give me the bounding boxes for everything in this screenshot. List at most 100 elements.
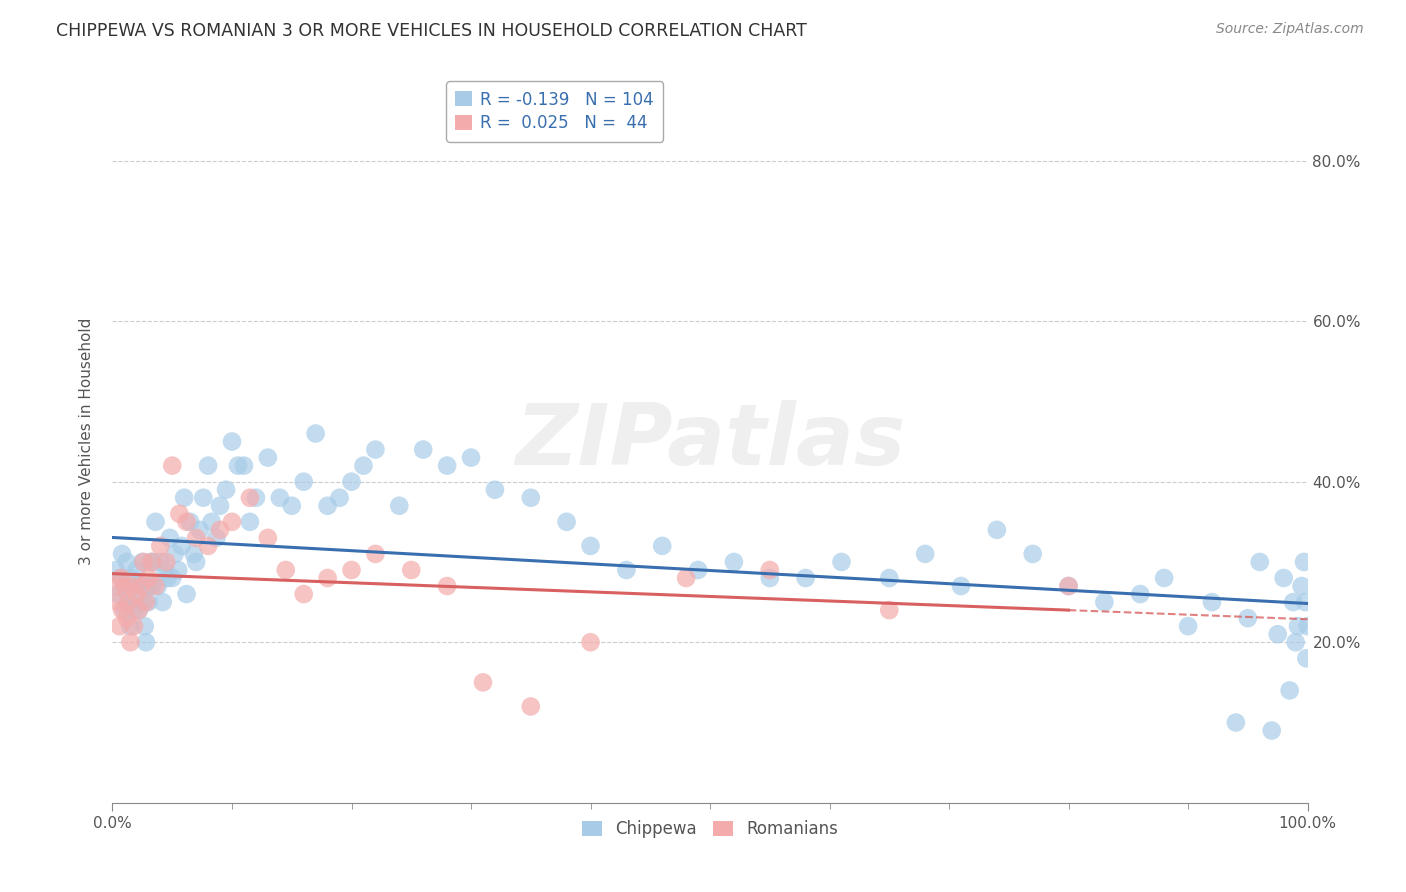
Point: [364, 442, 387, 457]
Point: [472, 675, 495, 690]
Point: [122, 603, 145, 617]
Point: [316, 571, 339, 585]
Point: [1057, 579, 1080, 593]
Point: [1285, 635, 1308, 649]
Point: [125, 587, 148, 601]
Point: [1267, 627, 1289, 641]
Point: [176, 515, 198, 529]
Point: [141, 555, 163, 569]
Point: [186, 555, 208, 569]
Point: [292, 475, 315, 489]
Point: [145, 515, 167, 529]
Point: [153, 563, 176, 577]
Legend: Chippewa, Romanians: Chippewa, Romanians: [575, 814, 845, 845]
Point: [124, 579, 146, 593]
Point: [1225, 715, 1247, 730]
Point: [142, 555, 165, 569]
Point: [183, 547, 205, 561]
Point: [239, 491, 262, 505]
Point: [128, 603, 150, 617]
Point: [167, 563, 190, 577]
Point: [221, 434, 243, 449]
Point: [186, 531, 208, 545]
Point: [159, 531, 181, 545]
Point: [520, 699, 543, 714]
Point: [117, 595, 139, 609]
Point: [723, 555, 745, 569]
Point: [193, 491, 215, 505]
Point: [131, 555, 153, 569]
Point: [162, 571, 183, 585]
Point: [305, 426, 328, 441]
Point: [257, 531, 280, 545]
Point: [128, 603, 150, 617]
Point: [579, 539, 602, 553]
Point: [129, 579, 152, 593]
Point: [1296, 619, 1319, 633]
Point: [131, 579, 153, 593]
Point: [146, 579, 169, 593]
Point: [616, 563, 638, 577]
Point: [1295, 651, 1317, 665]
Point: [108, 619, 131, 633]
Point: [179, 515, 201, 529]
Point: [197, 458, 219, 473]
Point: [460, 450, 482, 465]
Point: [1022, 547, 1045, 561]
Point: [579, 635, 602, 649]
Point: [136, 579, 159, 593]
Point: [520, 491, 543, 505]
Point: [162, 458, 183, 473]
Point: [914, 547, 936, 561]
Y-axis label: 3 or more Vehicles in Household: 3 or more Vehicles in Household: [79, 318, 94, 566]
Point: [115, 555, 138, 569]
Point: [221, 515, 243, 529]
Point: [121, 571, 143, 585]
Point: [675, 571, 697, 585]
Point: [139, 555, 162, 569]
Point: [651, 539, 673, 553]
Point: [149, 539, 172, 553]
Point: [149, 555, 172, 569]
Point: [173, 491, 195, 505]
Point: [135, 635, 157, 649]
Point: [132, 555, 155, 569]
Point: [1237, 611, 1260, 625]
Point: [292, 587, 315, 601]
Point: [135, 595, 157, 609]
Point: [215, 483, 238, 497]
Point: [555, 515, 578, 529]
Point: [257, 450, 280, 465]
Point: [169, 507, 191, 521]
Point: [1249, 555, 1271, 569]
Point: [245, 491, 267, 505]
Point: [364, 547, 387, 561]
Point: [163, 547, 186, 561]
Point: [115, 611, 138, 625]
Point: [152, 595, 174, 609]
Point: [233, 458, 256, 473]
Text: ZIPatlas: ZIPatlas: [515, 400, 905, 483]
Point: [879, 571, 901, 585]
Point: [209, 499, 232, 513]
Point: [436, 458, 458, 473]
Point: [316, 499, 339, 513]
Point: [117, 587, 139, 601]
Point: [1278, 683, 1301, 698]
Point: [209, 523, 232, 537]
Point: [759, 563, 782, 577]
Point: [226, 458, 249, 473]
Point: [1057, 579, 1080, 593]
Point: [986, 523, 1008, 537]
Point: [759, 571, 782, 585]
Point: [436, 579, 458, 593]
Point: [120, 635, 142, 649]
Text: CHIPPEWA VS ROMANIAN 3 OR MORE VEHICLES IN HOUSEHOLD CORRELATION CHART: CHIPPEWA VS ROMANIAN 3 OR MORE VEHICLES …: [56, 22, 807, 40]
Point: [340, 475, 363, 489]
Point: [138, 571, 160, 585]
Point: [950, 579, 973, 593]
Point: [281, 499, 304, 513]
Point: [879, 603, 901, 617]
Point: [141, 579, 163, 593]
Point: [205, 531, 228, 545]
